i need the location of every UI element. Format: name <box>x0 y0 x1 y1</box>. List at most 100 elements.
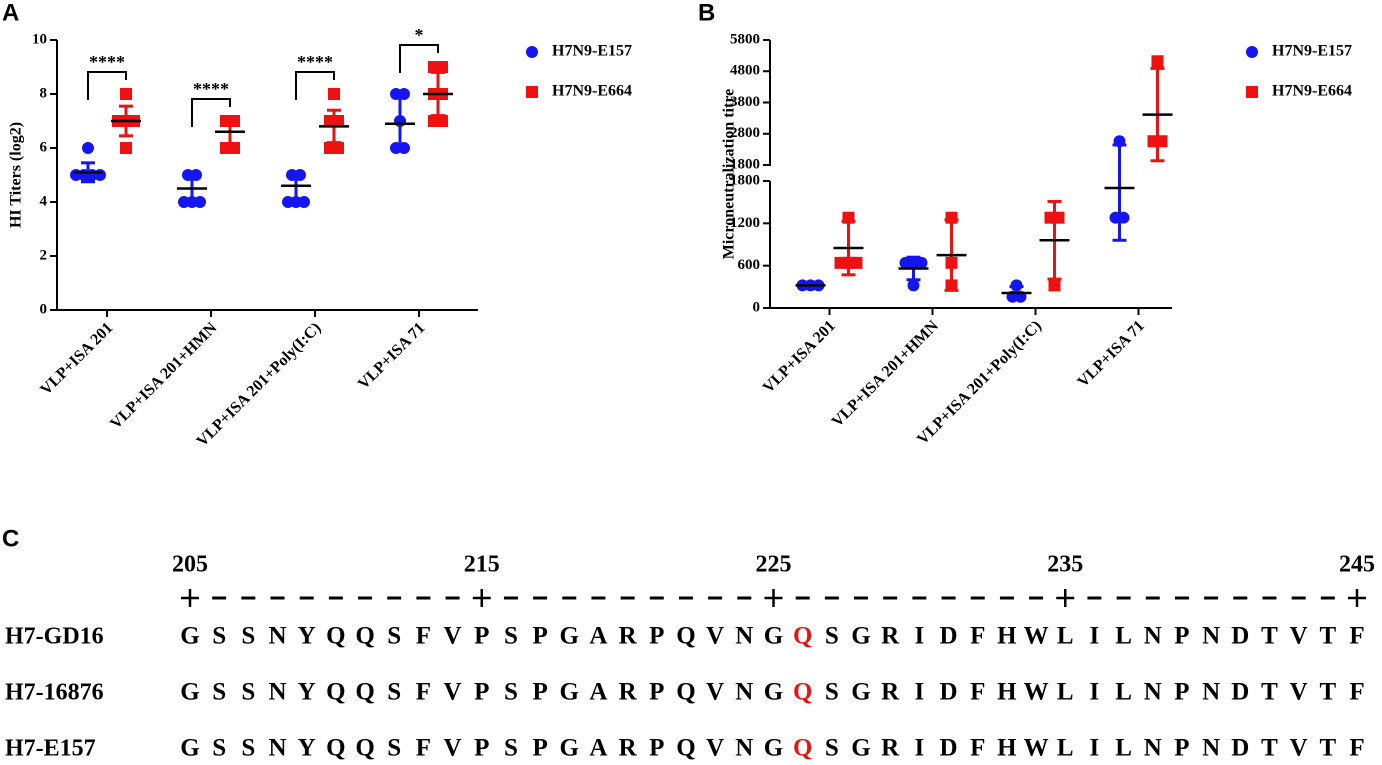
residue: A <box>589 679 607 706</box>
residue: N <box>735 623 753 650</box>
y-tick-label: 0 <box>753 299 761 315</box>
residue: D <box>1231 623 1249 650</box>
residue: D <box>1231 735 1249 762</box>
residue: P <box>1174 623 1189 650</box>
residue: P <box>474 679 489 706</box>
residue: F <box>970 623 985 650</box>
y-tick-label: 3800 <box>730 94 760 110</box>
data-point <box>82 142 94 154</box>
legend-label: H7N9-E157 <box>1272 43 1352 60</box>
residue: S <box>212 679 226 706</box>
ruler-plus <box>764 589 783 607</box>
legend-marker <box>1246 46 1258 58</box>
residue: F <box>970 679 985 706</box>
data-point <box>194 196 206 208</box>
residue: P <box>474 735 489 762</box>
residue: L <box>1057 623 1074 650</box>
residue: Y <box>298 623 316 650</box>
residue: Q <box>793 679 812 706</box>
residue: R <box>619 679 638 706</box>
residue: R <box>881 623 900 650</box>
residue: Q <box>326 623 345 650</box>
ruler-plus <box>1348 589 1366 607</box>
residue: S <box>825 679 839 706</box>
legend-marker <box>1246 86 1258 98</box>
ruler-label: 225 <box>756 552 792 578</box>
residue: H <box>997 679 1017 706</box>
residue: S <box>241 679 255 706</box>
residue: T <box>1261 679 1278 706</box>
residue: T <box>1319 679 1336 706</box>
y-tick-label: 8 <box>40 85 48 101</box>
residue: Y <box>298 679 316 706</box>
residue: P <box>649 679 664 706</box>
residue: N <box>1144 623 1162 650</box>
y-axis-label: HI Titers (log2) <box>8 122 25 228</box>
data-point <box>1048 279 1061 292</box>
x-tick-label: VLP+ISA 201+Poly(I:C) <box>194 319 325 450</box>
residue: N <box>268 623 286 650</box>
significance-label: **** <box>89 52 125 72</box>
residue: S <box>387 735 401 762</box>
significance-bracket <box>87 71 127 100</box>
residue: N <box>1202 679 1220 706</box>
residue: V <box>706 623 724 650</box>
residue: Y <box>298 735 316 762</box>
y-tick-label: 600 <box>738 257 761 273</box>
residue: F <box>1349 623 1364 650</box>
residue: W <box>1024 623 1049 650</box>
residue: L <box>1057 679 1074 706</box>
residue: D <box>1231 679 1249 706</box>
sequence-name: H7-16876 <box>5 680 104 706</box>
data-point <box>850 256 863 269</box>
residue: I <box>1090 623 1100 650</box>
residue: G <box>764 623 783 650</box>
residue: A <box>589 735 607 762</box>
panel-label: A <box>2 0 19 26</box>
significance-bracket <box>399 44 439 73</box>
residue: S <box>504 623 518 650</box>
residue: F <box>416 623 431 650</box>
residue: R <box>881 679 900 706</box>
panel-label: B <box>698 0 715 26</box>
residue: V <box>444 735 462 762</box>
residue: G <box>180 735 199 762</box>
residue: Q <box>793 623 812 650</box>
residue: N <box>268 735 286 762</box>
residue: V <box>706 679 724 706</box>
residue: I <box>1090 735 1100 762</box>
sequence-name: H7-E157 <box>5 736 96 762</box>
data-point <box>328 88 340 100</box>
residue: L <box>1057 735 1074 762</box>
ruler-label: 245 <box>1339 552 1375 578</box>
data-point <box>915 256 928 269</box>
residue: N <box>268 679 286 706</box>
y-tick-label: 2 <box>40 247 48 263</box>
data-point <box>436 61 448 73</box>
residue: N <box>1202 735 1220 762</box>
residue: R <box>881 735 900 762</box>
data-point <box>1151 55 1164 68</box>
significance-bracket <box>191 98 231 127</box>
residue: D <box>940 735 958 762</box>
ruler-plus <box>1056 589 1075 607</box>
residue: N <box>1144 679 1162 706</box>
residue: N <box>735 679 753 706</box>
residue: F <box>416 735 431 762</box>
residue: Q <box>676 623 695 650</box>
residue: H <box>997 623 1017 650</box>
residue: W <box>1024 679 1049 706</box>
y-tick-label: 1200 <box>730 215 760 231</box>
residue: I <box>915 735 925 762</box>
residue: G <box>851 679 870 706</box>
residue: P <box>474 623 489 650</box>
residue: R <box>619 735 638 762</box>
residue: L <box>1115 623 1132 650</box>
x-tick-label: VLP+ISA 71 <box>355 319 428 392</box>
residue: Q <box>676 679 695 706</box>
y-axis-label: Microneutralization titre <box>721 89 738 259</box>
residue: W <box>1024 735 1049 762</box>
data-point <box>436 115 448 127</box>
x-tick-label: VLP+ISA 201+HMN <box>107 319 221 433</box>
residue: S <box>504 735 518 762</box>
